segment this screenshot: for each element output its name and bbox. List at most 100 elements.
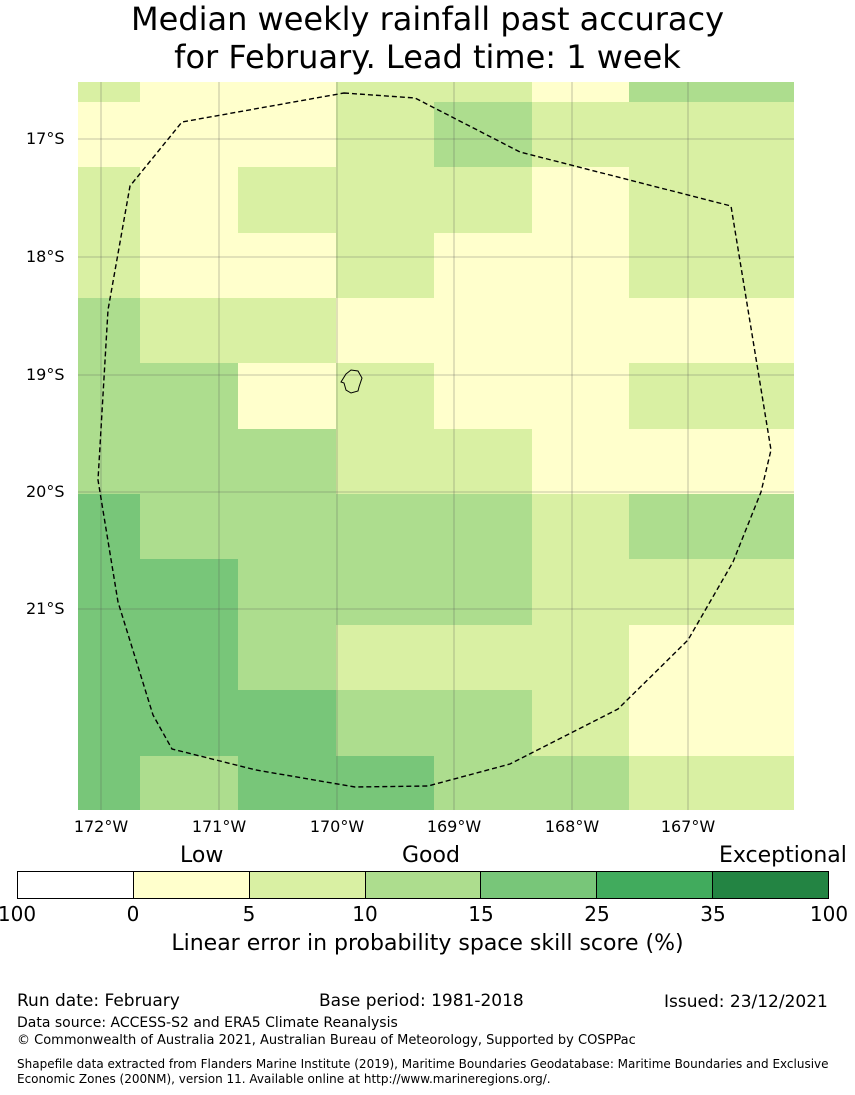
colorbar-tick-100-left: 100 <box>0 902 37 926</box>
grid-cell <box>727 756 794 810</box>
grid-cell <box>336 363 435 430</box>
graticule <box>78 82 794 810</box>
lon-label-169w: 169°W <box>426 817 482 836</box>
grid-cell <box>140 494 239 560</box>
grid-cell <box>78 559 141 626</box>
grid-cell <box>434 233 533 299</box>
grid-cell <box>629 298 728 364</box>
grid-cell <box>629 756 728 810</box>
grid-cell <box>140 167 239 234</box>
grid-cell <box>140 82 239 103</box>
grid-cell <box>140 298 239 364</box>
lon-label-170w: 170°W <box>309 817 365 836</box>
grid-cell <box>238 690 337 757</box>
grid-cell <box>238 102 337 168</box>
skill-grid-cells <box>78 82 794 810</box>
grid-cell <box>532 298 630 364</box>
colorbar-segment <box>133 872 250 898</box>
grid-cell <box>629 625 728 691</box>
grid-cell <box>336 102 435 168</box>
grid-cell <box>727 167 794 234</box>
grid-cell <box>532 494 630 560</box>
lon-label-168w: 168°W <box>544 817 600 836</box>
grid-cell <box>78 625 141 691</box>
lat-label-17s: 17°S <box>26 129 65 148</box>
grid-cell <box>434 429 533 495</box>
grid-cell <box>629 429 728 495</box>
lat-label-19s: 19°S <box>26 365 65 384</box>
grid-cell <box>336 494 435 560</box>
title-line-1: Median weekly rainfall past accuracy <box>130 0 725 38</box>
grid-cell <box>629 559 728 626</box>
lon-label-167w: 167°W <box>660 817 716 836</box>
grid-cell <box>336 233 435 299</box>
grid-cell <box>336 429 435 495</box>
legend-category-good: Good <box>402 843 460 868</box>
title-line-2: for February. Lead time: 1 week <box>174 38 681 76</box>
grid-cell <box>78 494 141 560</box>
grid-cell <box>434 298 533 364</box>
shapefile-note: Shapefile data extracted from Flanders M… <box>17 1057 829 1086</box>
skill-map <box>78 82 794 810</box>
grid-cell <box>78 690 141 757</box>
run-date: Run date: February <box>17 991 180 1011</box>
grid-cell <box>532 363 630 430</box>
grid-cell <box>727 494 794 560</box>
grid-cell <box>140 690 239 757</box>
colorbar-tick-100-right: 100 <box>809 902 849 926</box>
grid-cell <box>78 82 141 103</box>
grid-cell <box>727 102 794 168</box>
colorbar-segment <box>597 872 714 898</box>
grid-cell <box>78 756 141 810</box>
colorbar-segment <box>481 872 598 898</box>
grid-cell <box>336 625 435 691</box>
grid-cell <box>532 233 630 299</box>
grid-cell <box>140 559 239 626</box>
colorbar-tick-10: 10 <box>352 902 378 926</box>
grid-cell <box>434 559 533 626</box>
colorbar-segment <box>365 872 482 898</box>
lat-label-20s: 20°S <box>26 482 65 501</box>
grid-cell <box>434 82 533 103</box>
grid-cell <box>238 756 337 810</box>
grid-cell <box>629 102 728 168</box>
colorbar-tick-5: 5 <box>242 902 256 926</box>
grid-cell <box>140 625 239 691</box>
grid-cell <box>532 167 630 234</box>
grid-cell <box>532 625 630 691</box>
base-period: Base period: 1981-2018 <box>319 991 524 1011</box>
grid-cell <box>727 363 794 430</box>
colorbar-title: Linear error in probability space skill … <box>171 931 684 956</box>
grid-cell <box>629 363 728 430</box>
grid-cell <box>140 363 239 430</box>
grid-cell <box>140 233 239 299</box>
grid-cell <box>629 167 728 234</box>
grid-cell <box>727 233 794 299</box>
copyright-notice: © Commonwealth of Australia 2021, Austra… <box>17 1033 636 1048</box>
legend-category-low: Low <box>180 843 224 868</box>
grid-cell <box>336 82 435 103</box>
grid-cell <box>336 167 435 234</box>
grid-cell <box>727 625 794 691</box>
grid-cell <box>336 756 435 810</box>
skill-map-svg <box>78 82 794 810</box>
grid-cell <box>78 363 141 430</box>
colorbar-tick-25: 25 <box>584 902 610 926</box>
grid-cell <box>78 429 141 495</box>
grid-cell <box>434 363 533 430</box>
grid-cell <box>532 690 630 757</box>
grid-cell <box>336 298 435 364</box>
grid-cell <box>727 559 794 626</box>
grid-cell <box>238 82 337 103</box>
grid-cell <box>727 429 794 495</box>
colorbar-tick-15: 15 <box>468 902 494 926</box>
grid-cell <box>434 102 533 168</box>
grid-cell <box>532 559 630 626</box>
grid-cell <box>629 82 728 103</box>
grid-cell <box>532 82 630 103</box>
grid-cell <box>78 102 141 168</box>
colorbar-tick-0: 0 <box>126 902 140 926</box>
grid-cell <box>629 494 728 560</box>
grid-cell <box>78 167 141 234</box>
grid-cell <box>78 233 141 299</box>
